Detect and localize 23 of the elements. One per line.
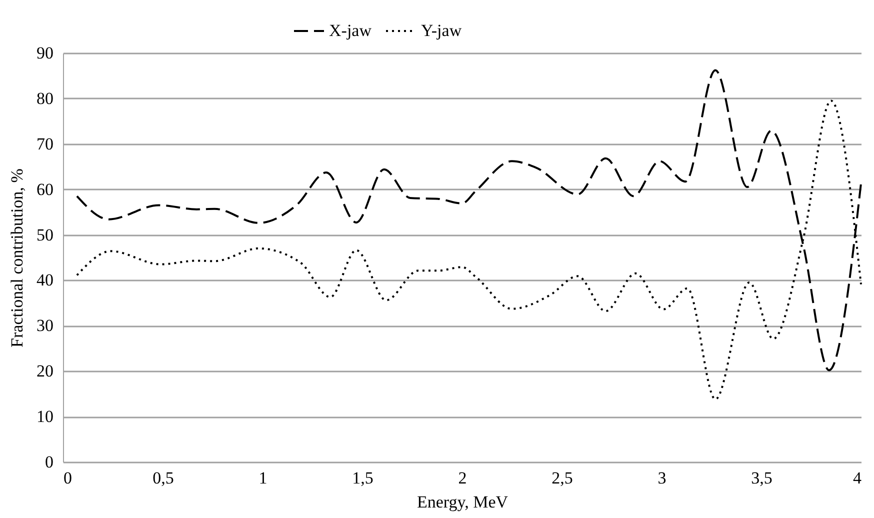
x-tick-label: 3,5 — [751, 468, 772, 488]
x-tick-label: 4 — [853, 468, 862, 488]
y-tick-label: 20 — [36, 362, 54, 381]
y-tick-label: 50 — [36, 225, 54, 244]
x-axis-title: Energy, MeV — [416, 492, 509, 512]
x-tick-label: 2 — [458, 468, 467, 488]
y-tick-label: 60 — [36, 180, 54, 199]
y-tick-label: 30 — [36, 316, 54, 336]
legend-label: Y-jaw — [421, 21, 462, 40]
legend-label: X-jaw — [329, 21, 372, 40]
y-tick-label: 70 — [36, 134, 54, 154]
x-tick-label: 0,5 — [152, 468, 174, 488]
y-tick-label: 0 — [45, 452, 54, 472]
y-axis-title: Fractional contribution, % — [8, 168, 26, 348]
x-tick-label: 1 — [258, 468, 268, 488]
x-tick-label: 2,5 — [552, 468, 573, 488]
y-tick-label: 90 — [36, 44, 54, 62]
y-tick-label: 80 — [36, 88, 54, 108]
x-tick-label: 0 — [64, 468, 72, 488]
x-tick-label: 1,5 — [352, 468, 374, 488]
y-tick-label: 40 — [36, 270, 54, 290]
y-tick-label: 10 — [36, 407, 54, 426]
x-tick-label: 3 — [658, 468, 666, 488]
